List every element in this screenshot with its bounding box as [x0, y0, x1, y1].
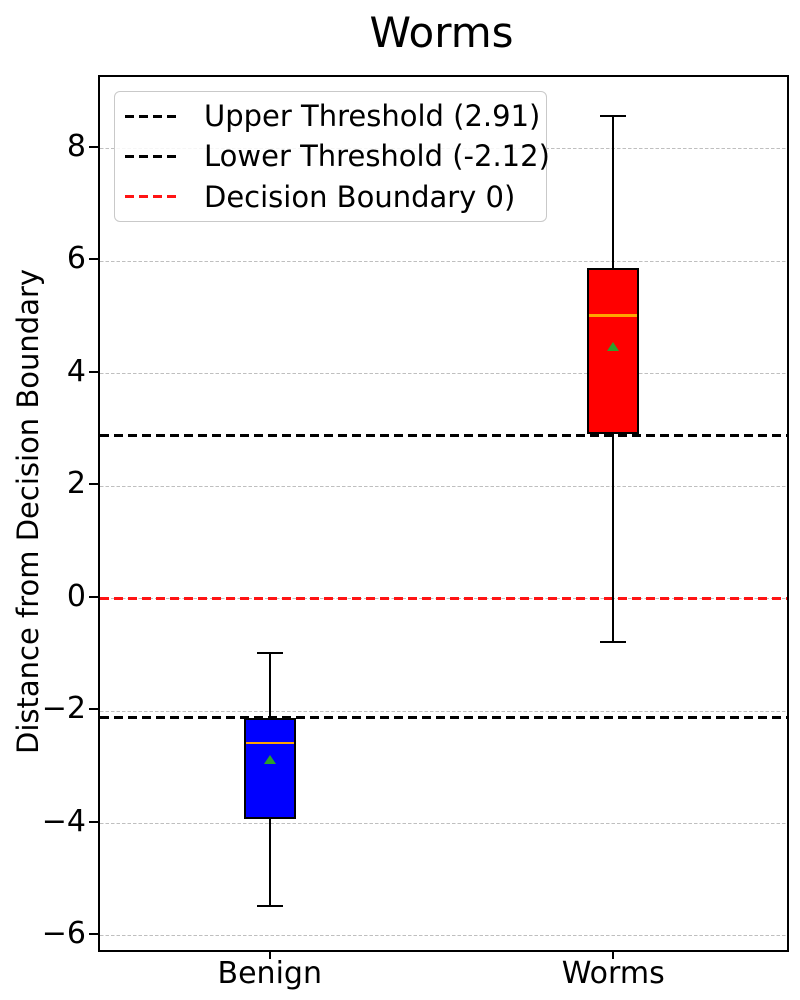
worms-mean-marker	[607, 341, 620, 351]
gridline-y-6	[100, 260, 787, 262]
legend-item-upper-threshold: Upper Threshold (2.91)	[125, 96, 540, 136]
decision-boundary-line	[100, 597, 787, 601]
benign-box	[243, 717, 296, 819]
legend-dash-sample-upper-threshold	[125, 114, 180, 118]
worms-box	[587, 267, 640, 434]
worms-median-line	[589, 314, 638, 317]
legend-label-upper-threshold: Upper Threshold (2.91)	[204, 99, 541, 134]
legend: Upper Threshold (2.91) Lower Threshold (-…	[114, 91, 550, 222]
gridline-y--2	[100, 710, 787, 712]
x-tick-label-worms: Worms	[561, 956, 665, 991]
benign-mean-marker	[263, 754, 276, 764]
x-tick-label-benign: Benign	[217, 956, 322, 991]
y-tick-label--2: −2	[41, 691, 86, 727]
y-tick--6	[89, 932, 98, 935]
legend-label-decision-boundary: Decision Boundary 0)	[204, 179, 516, 214]
y-tick-6	[89, 258, 98, 261]
y-tick--2	[89, 708, 98, 711]
worms-whisker-cap-lower	[600, 640, 627, 643]
y-tick-label-4: 4	[66, 353, 86, 389]
chart-title: Worms	[369, 8, 514, 57]
upper-threshold-line	[100, 433, 787, 437]
y-tick-label-0: 0	[66, 578, 86, 614]
y-tick-label--6: −6	[41, 915, 86, 951]
y-tick-2	[89, 483, 98, 486]
benign-whisker-cap-upper	[256, 651, 283, 654]
y-tick-label-6: 6	[66, 241, 86, 277]
y-tick-label-2: 2	[66, 466, 86, 502]
gridline-y--6	[100, 935, 787, 937]
x-tick-benign	[268, 950, 271, 959]
benign-whisker-cap-lower	[256, 904, 283, 907]
benign-whisker-upper	[268, 652, 271, 718]
x-tick-worms	[612, 950, 615, 959]
gridline-y-2	[100, 485, 787, 487]
worms-whisker-upper	[612, 116, 615, 268]
lower-threshold-line	[100, 716, 787, 720]
worms-whisker-lower	[612, 433, 615, 642]
worms-whisker-cap-upper	[600, 115, 627, 118]
legend-dash-sample-decision-boundary	[125, 195, 180, 199]
y-tick-0	[89, 595, 98, 598]
y-tick-4	[89, 370, 98, 373]
benign-whisker-lower	[268, 818, 271, 906]
y-tick--4	[89, 820, 98, 823]
y-tick-8	[89, 145, 98, 148]
legend-label-lower-threshold: Lower Threshold (-2.12)	[204, 139, 550, 174]
gridline-y-4	[100, 373, 787, 375]
legend-item-lower-threshold: Lower Threshold (-2.12)	[125, 136, 550, 176]
gridline-y--4	[100, 823, 787, 825]
benign-median-line	[245, 741, 294, 745]
y-tick-label--4: −4	[41, 803, 86, 839]
y-tick-label-8: 8	[66, 128, 86, 164]
legend-dash-sample-lower-threshold	[125, 154, 180, 158]
legend-item-decision-boundary: Decision Boundary 0)	[125, 177, 536, 217]
